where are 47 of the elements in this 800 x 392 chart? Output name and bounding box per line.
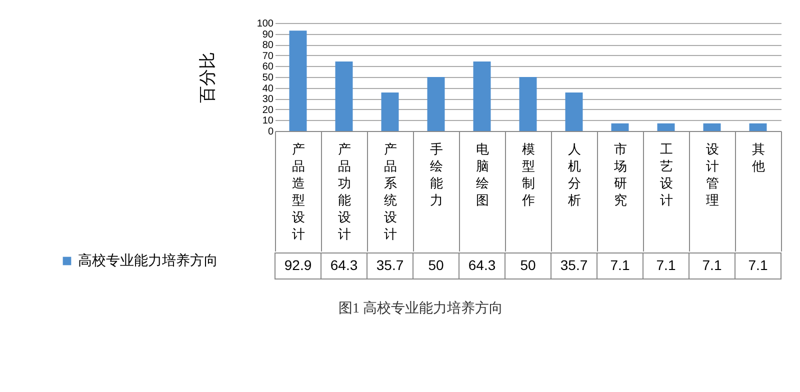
bar	[335, 62, 353, 131]
x-tick-label: 产品系统设计	[384, 142, 397, 242]
x-tick-label: 产品功能设计	[338, 142, 351, 242]
x-tick-label: 产品造型设计	[292, 142, 305, 242]
bar	[519, 77, 537, 131]
x-tick-label: 设计管理	[706, 142, 719, 208]
y-tick-label: 70	[262, 50, 274, 62]
x-tick-label: 工艺设计	[660, 142, 673, 208]
bar	[381, 92, 399, 131]
x-tick-label: 人机分析	[567, 142, 581, 208]
data-label: 7.1	[702, 257, 722, 273]
data-label: 7.1	[748, 257, 768, 273]
bar	[473, 62, 491, 131]
data-label: 64.3	[330, 257, 358, 273]
data-label: 50	[520, 257, 536, 273]
data-label: 35.7	[376, 257, 404, 273]
y-tick-label: 90	[262, 29, 274, 40]
data-label: 92.9	[284, 257, 312, 273]
data-label: 64.3	[468, 257, 496, 273]
data-label: 50	[428, 257, 444, 273]
y-tick-label: 60	[262, 62, 274, 73]
legend-label: 高校专业能力培养方向	[78, 252, 218, 268]
data-label: 7.1	[656, 257, 676, 273]
bar	[749, 123, 767, 131]
x-tick-label: 模型制作	[521, 142, 535, 208]
data-label: 35.7	[560, 257, 588, 273]
bar	[657, 123, 675, 131]
y-tick-label: 0	[268, 126, 274, 138]
data-label: 7.1	[610, 257, 630, 273]
x-tick-label: 其他	[752, 142, 765, 174]
text: 图1 高校专业能力培养方向	[338, 300, 503, 316]
y-tick-label: 80	[262, 40, 274, 52]
x-tick-label: 电脑绘图	[476, 142, 489, 208]
y-tick-label: 30	[262, 94, 274, 106]
y-axis-title: 百分比	[198, 52, 217, 103]
y-tick-label: 10	[262, 116, 274, 127]
y-tick-label: 20	[262, 104, 274, 116]
x-tick-label: 手绘能力	[430, 142, 443, 208]
bar	[703, 123, 721, 131]
y-tick-label: 50	[262, 72, 274, 84]
bar	[611, 123, 629, 131]
y-tick-label: 100	[256, 18, 274, 30]
bar	[565, 92, 583, 131]
bar	[427, 77, 445, 131]
x-tick-label: 市场研究	[613, 142, 627, 208]
y-tick-label: 40	[262, 83, 274, 94]
bar	[289, 30, 307, 131]
